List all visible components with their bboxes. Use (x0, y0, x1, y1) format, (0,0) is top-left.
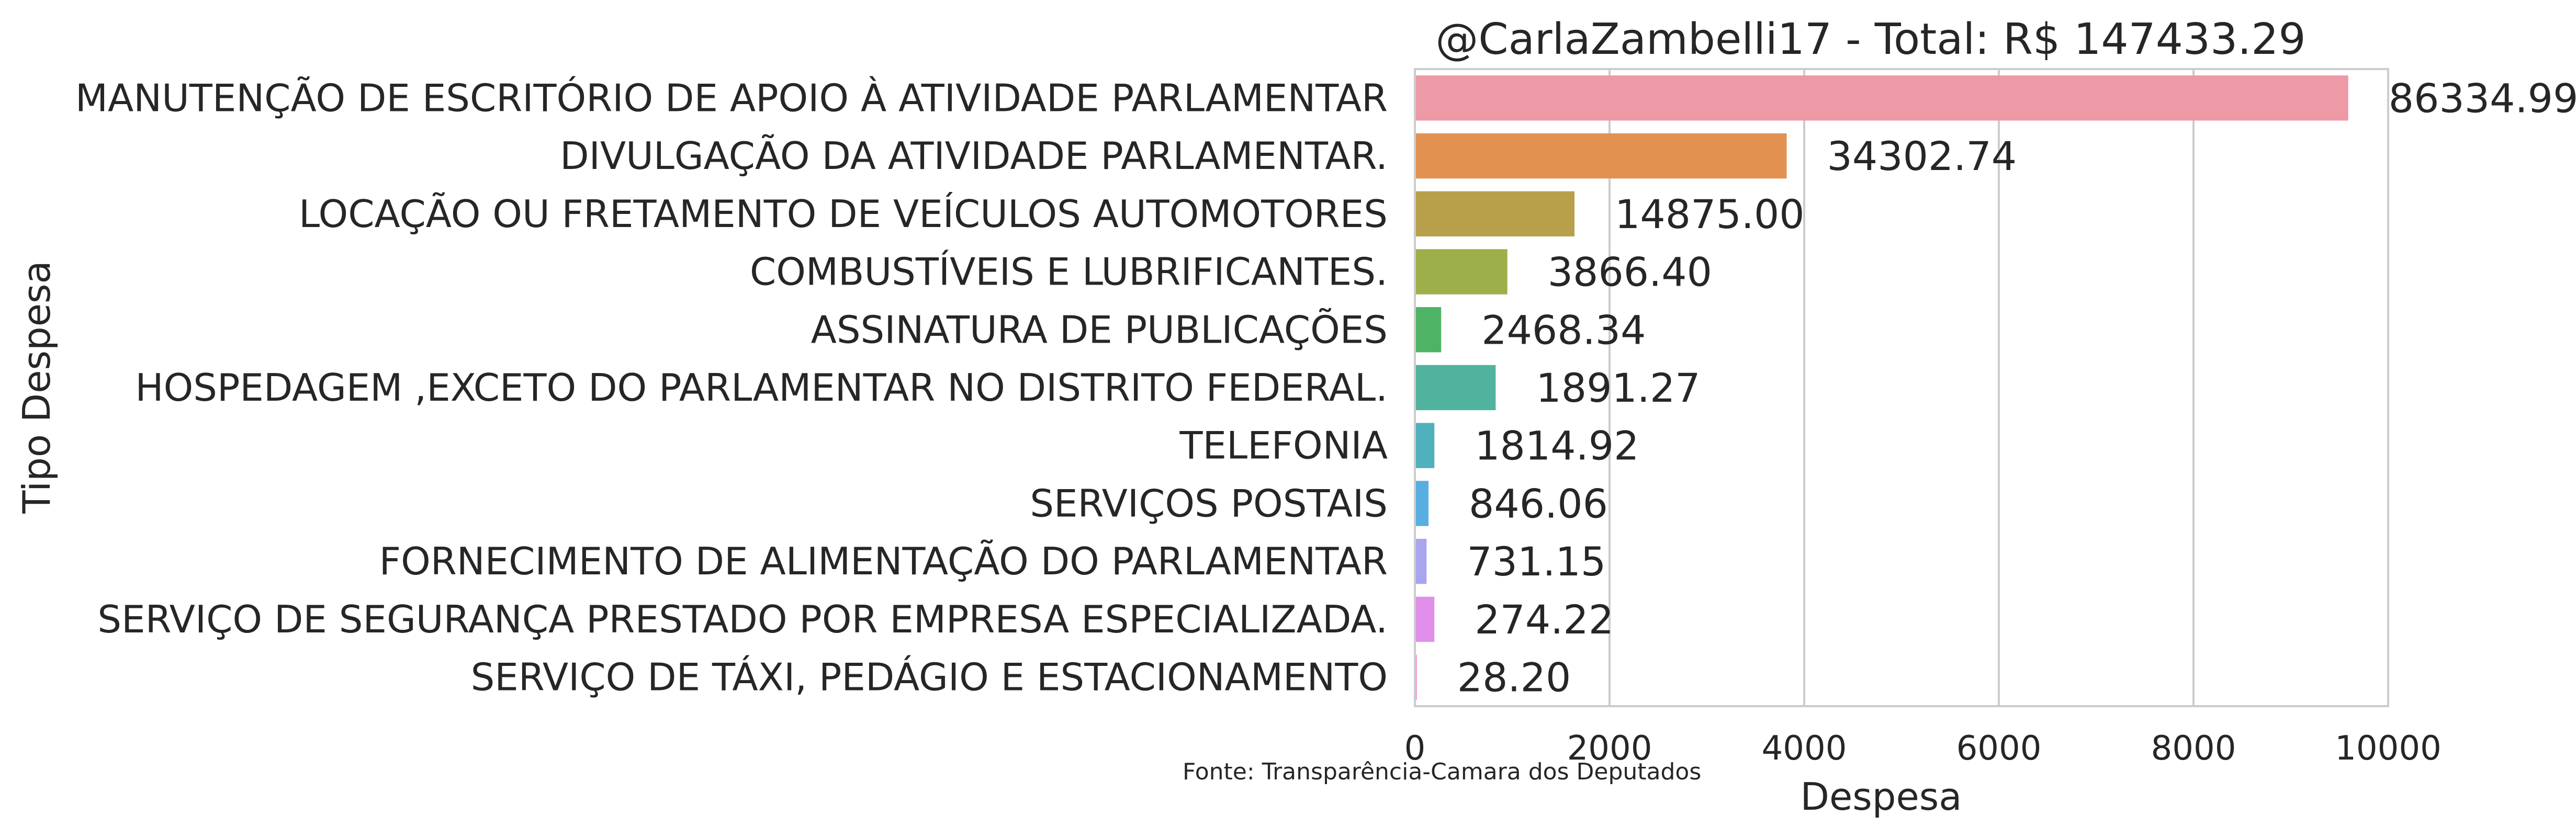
value-label: 1814.92 (1475, 423, 1639, 469)
x-tick-label: 10000 (2335, 729, 2442, 768)
x-tick-label: 6000 (1956, 729, 2042, 768)
x-tick-labels: 0 2000 4000 6000 8000 10000 (1404, 729, 2442, 768)
bar (1415, 481, 1429, 526)
bar (1415, 596, 1435, 642)
category-label: TELEFONIA (1179, 424, 1388, 468)
x-axis-label: Despesa (1801, 775, 1962, 819)
category-label: COMBUSTÍVEIS E LUBRIFICANTES. (750, 250, 1388, 294)
category-label: DIVULGAÇÃO DA ATIVIDADE PARLAMENTAR. (560, 134, 1388, 178)
value-label: 1891.27 (1536, 365, 1700, 411)
chart-title: @CarlaZambelli17 - Total: R$ 147433.29 (1435, 15, 2305, 64)
value-label: 3866.40 (1548, 249, 1712, 296)
category-label: SERVIÇOS POSTAIS (1030, 481, 1388, 525)
category-label: SERVIÇO DE SEGURANÇA PRESTADO POR EMPRES… (97, 597, 1388, 641)
x-tick-label: 8000 (2151, 729, 2236, 768)
bar (1415, 75, 2348, 121)
value-label: 274.22 (1475, 596, 1614, 643)
value-labels: 86334.99 34302.74 14875.00 3866.40 2468.34 18… (1457, 75, 2576, 700)
value-label: 846.06 (1469, 480, 1608, 527)
bar (1415, 365, 1496, 411)
category-label: SERVIÇO DE TÁXI, PEDÁGIO E ESTACIONAMENT… (471, 655, 1388, 699)
x-tick-label: 0 (1404, 729, 1426, 768)
bar (1415, 307, 1442, 353)
category-label: MANUTENÇÃO DE ESCRITÓRIO DE APOIO À ATIV… (75, 76, 1388, 120)
value-label: 86334.99 (2389, 75, 2576, 121)
value-label: 34302.74 (1827, 133, 2017, 179)
bar (1415, 423, 1435, 468)
bar (1415, 538, 1427, 584)
source-note: Fonte: Transparência-Camara dos Deputado… (1183, 758, 1701, 785)
y-axis-label: Tipo Despesa (15, 261, 59, 514)
value-label: 14875.00 (1615, 191, 1805, 237)
grid-lines (1608, 69, 2195, 706)
x-tick-label: 4000 (1762, 729, 1847, 768)
bar (1415, 133, 1787, 179)
bar (1415, 249, 1508, 295)
value-label: 731.15 (1467, 538, 1606, 585)
bar (1415, 191, 1575, 237)
category-labels: MANUTENÇÃO DE ESCRITÓRIO DE APOIO À ATIV… (75, 76, 1388, 699)
value-label: 28.20 (1457, 654, 1571, 701)
plot-frame (1414, 68, 2389, 707)
category-label: ASSINATURA DE PUBLICAÇÕES (811, 308, 1388, 352)
category-label: LOCAÇÃO OU FRETAMENTO DE VEÍCULOS AUTOMO… (299, 192, 1388, 236)
x-tick-label: 2000 (1567, 729, 1652, 768)
category-label: FORNECIMENTO DE ALIMENTAÇÃO DO PARLAMENT… (379, 539, 1388, 583)
bars (1415, 75, 2348, 700)
value-label: 2468.34 (1481, 307, 1646, 353)
category-label: HOSPEDAGEM ,EXCETO DO PARLAMENTAR NO DIS… (135, 366, 1388, 410)
